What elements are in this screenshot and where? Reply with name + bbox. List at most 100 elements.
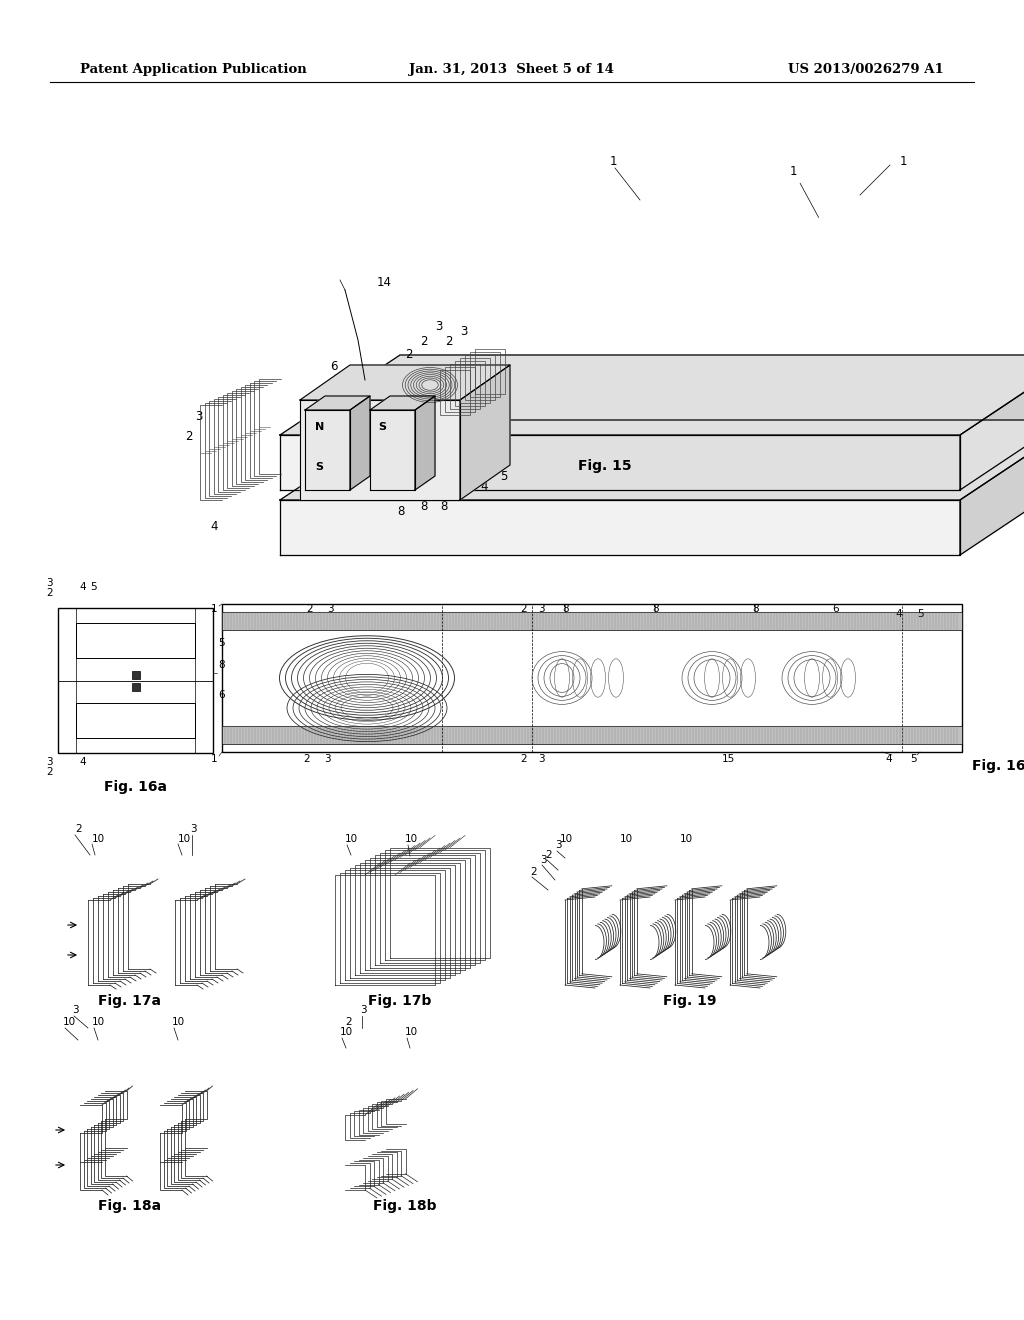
Bar	[465, 355, 495, 400]
Text: 8: 8	[440, 500, 447, 513]
Bar	[76, 704, 195, 738]
Text: 14: 14	[377, 276, 392, 289]
Bar	[131, 671, 139, 678]
Text: 10: 10	[406, 1027, 418, 1038]
Polygon shape	[961, 355, 1024, 490]
Text: 3: 3	[324, 754, 331, 764]
Text: N: N	[315, 422, 325, 432]
Polygon shape	[350, 396, 370, 490]
Text: Patent Application Publication: Patent Application Publication	[80, 63, 307, 77]
Text: 2: 2	[75, 824, 82, 834]
Text: S: S	[378, 422, 386, 432]
Text: 2: 2	[46, 767, 53, 777]
Polygon shape	[460, 366, 510, 500]
Text: 3: 3	[538, 605, 545, 614]
Text: 8: 8	[652, 605, 658, 614]
Text: 10: 10	[560, 834, 573, 843]
Text: 3: 3	[460, 325, 467, 338]
Text: 1: 1	[900, 154, 907, 168]
Bar	[470, 352, 500, 397]
Polygon shape	[305, 396, 370, 411]
Text: Fig. 17b: Fig. 17b	[369, 994, 432, 1008]
Polygon shape	[961, 420, 1024, 554]
Text: 1: 1	[210, 754, 217, 764]
Bar	[222, 612, 962, 630]
Polygon shape	[305, 411, 350, 490]
Text: 1: 1	[790, 165, 818, 218]
Text: 4: 4	[210, 520, 217, 533]
Text: 3: 3	[538, 754, 545, 764]
Text: 3: 3	[540, 855, 547, 865]
Bar	[58, 609, 213, 752]
Text: 2: 2	[46, 587, 53, 598]
Text: 8: 8	[218, 660, 224, 671]
Bar	[475, 348, 505, 393]
Text: 1: 1	[210, 605, 217, 614]
Text: 2: 2	[306, 605, 313, 614]
Polygon shape	[370, 396, 435, 411]
Polygon shape	[370, 411, 415, 490]
Text: 1: 1	[610, 154, 617, 168]
Text: 8: 8	[397, 506, 404, 517]
Text: Fig. 19: Fig. 19	[664, 994, 717, 1008]
Bar	[440, 370, 470, 414]
Text: 2: 2	[530, 867, 537, 876]
Text: 15: 15	[722, 754, 735, 764]
Polygon shape	[300, 400, 460, 500]
Text: 2: 2	[345, 1016, 351, 1027]
Text: 3: 3	[327, 605, 334, 614]
Bar	[76, 623, 195, 657]
Text: Fig. 18b: Fig. 18b	[374, 1199, 437, 1213]
Text: 2: 2	[545, 850, 552, 861]
Text: 3: 3	[360, 1005, 367, 1015]
Text: 5: 5	[218, 638, 224, 648]
Bar	[445, 367, 475, 412]
Text: 4: 4	[895, 609, 902, 619]
Text: 2: 2	[445, 335, 453, 348]
Text: Fig. 15: Fig. 15	[578, 459, 632, 473]
Bar	[450, 364, 480, 409]
Text: Fig. 18a: Fig. 18a	[98, 1199, 162, 1213]
Text: 3: 3	[435, 319, 442, 333]
Text: 10: 10	[680, 834, 693, 843]
Polygon shape	[415, 396, 435, 490]
Text: 3: 3	[46, 578, 53, 587]
Text: Fig. 16b: Fig. 16b	[972, 759, 1024, 774]
Text: 3: 3	[46, 756, 53, 767]
Polygon shape	[280, 355, 1024, 436]
Text: Fig. 16a: Fig. 16a	[104, 780, 167, 795]
Text: 5: 5	[910, 754, 916, 764]
Text: 2: 2	[520, 754, 526, 764]
Text: 10: 10	[178, 834, 191, 843]
Text: 3: 3	[190, 824, 197, 834]
Polygon shape	[280, 420, 1024, 500]
Text: 10: 10	[172, 1016, 185, 1027]
Bar	[131, 682, 139, 690]
Text: 10: 10	[92, 1016, 105, 1027]
Bar	[460, 358, 490, 403]
Text: Jan. 31, 2013  Sheet 5 of 14: Jan. 31, 2013 Sheet 5 of 14	[410, 63, 614, 77]
Text: 2: 2	[520, 605, 526, 614]
Text: 8: 8	[420, 500, 427, 513]
Bar	[222, 605, 962, 752]
Text: 4: 4	[886, 754, 892, 764]
Text: 10: 10	[63, 1016, 76, 1027]
Text: 8: 8	[752, 605, 759, 614]
Polygon shape	[300, 366, 510, 400]
Text: 8: 8	[562, 605, 568, 614]
Text: Fig. 17a: Fig. 17a	[98, 994, 162, 1008]
Text: 10: 10	[345, 834, 358, 843]
Text: 6: 6	[330, 360, 338, 374]
Text: 10: 10	[406, 834, 418, 843]
Text: 6: 6	[831, 605, 839, 614]
Text: 5: 5	[90, 582, 96, 591]
Text: 2: 2	[185, 430, 193, 444]
Text: 4: 4	[79, 756, 86, 767]
Text: 2: 2	[406, 348, 413, 360]
Text: 10: 10	[340, 1027, 353, 1038]
Text: 2: 2	[420, 335, 427, 348]
Text: 5: 5	[918, 609, 924, 619]
Text: 2: 2	[304, 754, 310, 764]
Text: US 2013/0026279 A1: US 2013/0026279 A1	[788, 63, 944, 77]
Text: 3: 3	[72, 1005, 79, 1015]
